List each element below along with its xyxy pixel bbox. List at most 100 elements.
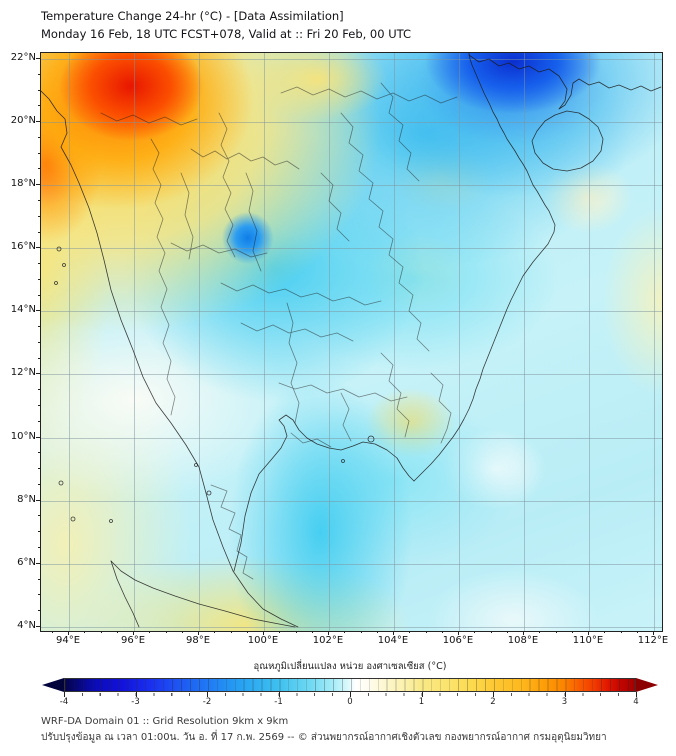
- colorbar: -4 -3 -2 -1 0 1 2 3 4: [42, 678, 658, 707]
- lon-minor-tick: [621, 631, 622, 633]
- colorbar-tick-mark: [350, 692, 351, 697]
- colorbar-tick-mark: [135, 692, 137, 697]
- colorbar-tick-mark: [493, 692, 494, 697]
- lat-minor-tick: [38, 610, 40, 611]
- colorbar-tick-mark: [564, 692, 566, 697]
- colorbar-tick-label: 1: [418, 697, 425, 707]
- lon-minor-tick: [361, 631, 362, 633]
- lat-minor-tick: [38, 326, 40, 327]
- colorbar-tick-label: 2: [490, 697, 496, 707]
- lon-minor-tick: [101, 631, 102, 633]
- lon-tick-mark: [68, 631, 69, 635]
- colorbar-tick-label: -2: [202, 697, 212, 707]
- gridline-meridian: [329, 53, 330, 631]
- colorbar-tick-mark: [207, 692, 208, 697]
- lat-tick-mark: [36, 437, 40, 438]
- lat-minor-tick: [38, 531, 40, 532]
- lon-minor-tick: [149, 631, 150, 633]
- gridline-meridian: [199, 53, 200, 631]
- colorbar-tick-mark: [636, 692, 637, 697]
- lat-tick-label: 12°N: [10, 367, 36, 378]
- colorbar-gradient: [64, 678, 636, 692]
- lon-minor-tick: [491, 631, 492, 633]
- gridline-parallel: [41, 122, 662, 123]
- lat-tick-label: 6°N: [17, 557, 36, 568]
- island: [62, 263, 66, 267]
- island: [206, 490, 212, 496]
- colorbar-right-arrow: [636, 678, 658, 692]
- colorbar-tick-label: -1: [274, 697, 283, 707]
- interior-borders: [100, 82, 458, 580]
- colorbar-tick-mark: [64, 692, 65, 697]
- gridline-parallel: [41, 438, 662, 439]
- colorbar-title: อุณหภูมิเปลี่ยนแปลง หน่วย องศาเซลเซียส (…: [253, 661, 447, 672]
- gridline-meridian: [69, 53, 70, 631]
- lat-minor-tick: [38, 105, 40, 106]
- colorbar-tick-label: 3: [561, 697, 568, 707]
- island: [70, 516, 76, 522]
- lon-tick-label: 100°E: [247, 635, 279, 646]
- lat-minor-tick: [38, 358, 40, 359]
- island: [109, 519, 113, 523]
- lat-tick-mark: [36, 626, 40, 627]
- lat-minor-tick: [38, 168, 40, 169]
- lon-minor-tick: [572, 631, 573, 633]
- lat-minor-tick: [38, 279, 40, 280]
- lon-tick-mark: [393, 631, 394, 635]
- lon-minor-tick: [409, 631, 410, 633]
- lat-minor-tick: [38, 153, 40, 154]
- island: [56, 246, 62, 252]
- lat-tick-mark: [36, 247, 40, 248]
- lon-minor-tick: [296, 631, 297, 633]
- lon-minor-tick: [442, 631, 443, 633]
- coastline-vietnam: [413, 53, 556, 482]
- lat-minor-tick: [38, 90, 40, 91]
- gridline-parallel: [41, 501, 662, 502]
- lat-tick-mark: [36, 373, 40, 374]
- lat-tick-mark: [36, 184, 40, 185]
- lon-tick-label: 96°E: [120, 635, 146, 646]
- gridline-meridian: [459, 53, 460, 631]
- lon-minor-tick: [604, 631, 605, 633]
- lat-tick-label: 16°N: [10, 241, 36, 252]
- lon-tick-label: 108°E: [507, 635, 539, 646]
- coastline-west: [41, 90, 299, 628]
- coastline-south-china: [468, 54, 662, 110]
- colorbar-tick-mark: [278, 692, 280, 697]
- lat-minor-tick: [38, 200, 40, 201]
- lat-minor-tick: [38, 295, 40, 296]
- lon-tick-mark: [458, 631, 459, 635]
- island: [194, 463, 198, 467]
- lon-minor-tick: [507, 631, 508, 633]
- gridline-parallel: [41, 311, 662, 312]
- lon-tick-label: 106°E: [442, 635, 474, 646]
- gridline-meridian: [654, 53, 655, 631]
- lon-tick-mark: [653, 631, 654, 635]
- gridline-parallel: [41, 185, 662, 186]
- lat-tick-label: 10°N: [10, 431, 36, 442]
- colorbar-tick-label: -4: [59, 697, 69, 707]
- lon-minor-tick: [247, 631, 248, 633]
- gridline-parallel: [41, 564, 662, 565]
- lon-tick-label: 98°E: [185, 635, 211, 646]
- island: [54, 281, 58, 285]
- hainan-island: [531, 110, 604, 172]
- colorbar-tick-label: -3: [131, 697, 140, 707]
- lon-minor-tick: [279, 631, 280, 633]
- colorbar-tick-label: 0: [347, 697, 353, 707]
- gridline-parallel: [41, 374, 662, 375]
- lat-tick-label: 4°N: [17, 620, 36, 631]
- gridline-parallel: [41, 627, 662, 628]
- lon-minor-tick: [84, 631, 85, 633]
- lon-tick-mark: [588, 631, 589, 635]
- colorbar-left-arrow: [42, 678, 64, 692]
- lon-tick-label: 104°E: [377, 635, 409, 646]
- lat-tick-mark: [36, 310, 40, 311]
- lat-minor-tick: [38, 137, 40, 138]
- island: [341, 459, 345, 463]
- lon-minor-tick: [426, 631, 427, 633]
- lon-minor-tick: [52, 631, 53, 633]
- lat-minor-tick: [38, 515, 40, 516]
- sumatra-coast: [110, 560, 296, 628]
